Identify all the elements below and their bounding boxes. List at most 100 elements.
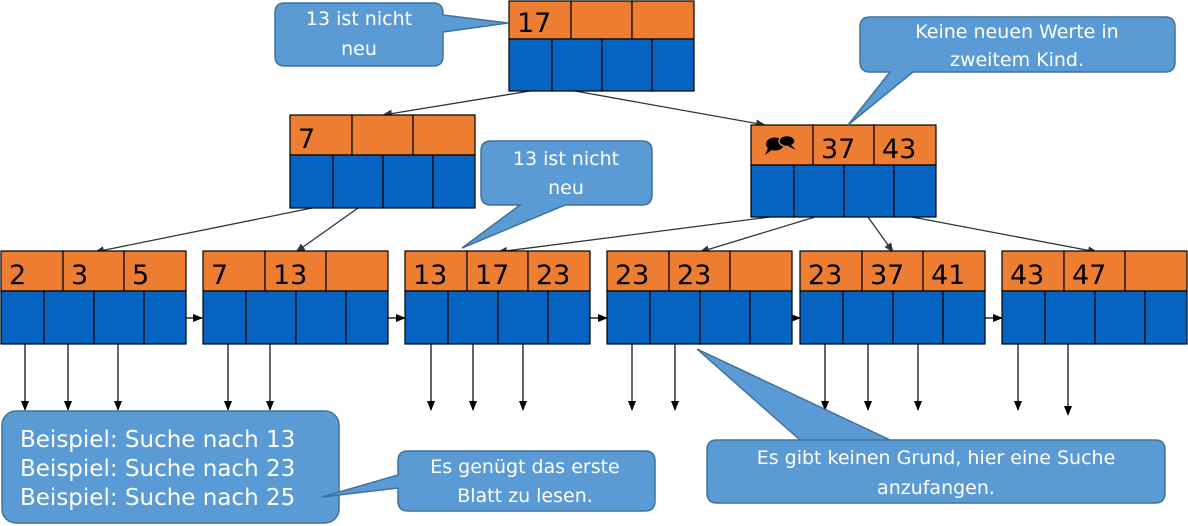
example-line: Beispiel: Suche nach 23 (20, 456, 295, 482)
key-value: 23 (808, 260, 842, 291)
key-value: 2 (9, 260, 26, 291)
key-cell (1063, 250, 1126, 292)
key-cell (404, 250, 468, 292)
leaf-node: 7 13 (202, 250, 389, 345)
leaf-node: 43 47 (1001, 250, 1188, 345)
pointer-cell (893, 164, 937, 218)
pointer-cell (1044, 290, 1096, 345)
callout-middle: 13 ist nicht neu (461, 140, 653, 249)
key-value: 13 (273, 260, 307, 291)
inner-node-left: 7 (289, 114, 476, 209)
key-cell (62, 250, 125, 292)
key-cell (799, 250, 863, 292)
pointer-cell (649, 290, 701, 345)
callout-line: neu (341, 38, 377, 60)
pointer-cell (793, 164, 845, 218)
key-cell (466, 250, 529, 292)
key-value: 23 (536, 260, 570, 291)
key-cell (861, 250, 924, 292)
key-cell (412, 114, 476, 156)
pointer-cell (404, 290, 449, 345)
callout-shape (461, 140, 653, 249)
tree-nodes: 177 37 432 3 5 7 13 13 17 23 23 23 23 37 41 43 47 (0, 0, 1188, 345)
key-cell (922, 250, 986, 292)
key-cell (1124, 250, 1188, 292)
callout-line: anzufangen. (877, 477, 995, 499)
callout-line: 13 ist nicht (513, 148, 619, 170)
pointer-cell (942, 290, 986, 345)
callout-shape (321, 450, 656, 512)
key-value: 7 (298, 124, 315, 155)
key-value: 23 (615, 260, 649, 291)
pointer-cell (508, 38, 553, 92)
key-cell (668, 250, 731, 292)
pointer-cell (843, 164, 895, 218)
key-cell (873, 124, 937, 166)
pointer-cell (345, 290, 389, 345)
pointer-cell (699, 290, 751, 345)
pointer-cell (202, 290, 247, 345)
pointer-cell (1001, 290, 1046, 345)
pointer-cell (750, 164, 795, 218)
pointer-cell (143, 290, 187, 345)
pointer-cell (43, 290, 95, 345)
key-cell (264, 250, 327, 292)
key-cell (351, 114, 414, 156)
callout-first-leaf: Es genügt das erste Blatt zu lesen. (321, 450, 656, 512)
callout-root: 13 ist nicht neu (274, 2, 509, 67)
pointer-cell (245, 290, 297, 345)
example-line: Beispiel: Suche nach 25 (20, 485, 295, 511)
pointer-cell (651, 38, 695, 92)
pointer-cell (799, 290, 844, 345)
callout-line: zweitem Kind. (950, 49, 1084, 71)
root-node: 17 (508, 0, 695, 92)
callout-line: Es genügt das erste (430, 456, 620, 478)
key-cell (631, 0, 695, 40)
callout-line: Keine neuen Werte in (915, 21, 1118, 43)
callout-line: Blatt zu lesen. (457, 485, 593, 507)
key-value: 23 (677, 260, 711, 291)
pointer-cell (447, 290, 499, 345)
callout-shape (847, 16, 1176, 126)
pointer-cell (601, 38, 653, 92)
key-cell (606, 250, 670, 292)
pointer-cell (606, 290, 651, 345)
key-value: 7 (211, 260, 228, 291)
key-value: 41 (931, 260, 965, 291)
edge-left-leaf1 (94, 207, 313, 255)
comment-icon (765, 134, 796, 155)
callout-no-reason: Es gibt keinen Grund, hier eine Suche an… (696, 348, 1166, 504)
key-value: 43 (882, 134, 916, 165)
key-cell (570, 0, 633, 40)
key-cell (508, 0, 572, 40)
edge-right-leaf5 (867, 216, 894, 253)
key-cell (202, 250, 266, 292)
pointer-cell (332, 154, 384, 209)
key-value: 3 (71, 260, 88, 291)
key-value: 37 (870, 260, 904, 291)
key-cell (1001, 250, 1065, 292)
key-value: 37 (821, 134, 855, 165)
key-value: 17 (517, 8, 551, 39)
pointer-cell (289, 154, 334, 209)
pointer-cell (295, 290, 347, 345)
edge-right-leaf3 (497, 216, 771, 255)
edge-right-leaf6 (911, 216, 1098, 255)
pointer-cell (547, 290, 591, 345)
record-pointers (21, 344, 1072, 416)
example-line: Beispiel: Suche nach 13 (20, 427, 295, 453)
pointer-cell (0, 290, 45, 345)
key-value: 17 (475, 260, 509, 291)
edge-root-right (574, 90, 766, 128)
pointer-cell (749, 290, 793, 345)
key-cell (325, 250, 389, 292)
edge-left-leaf2 (295, 207, 359, 253)
edge-root-left (382, 90, 531, 118)
key-value: 13 (413, 260, 447, 291)
leaf-node: 2 3 5 (0, 250, 187, 345)
edge-right-leaf4 (699, 216, 816, 254)
pointer-cell (93, 290, 145, 345)
callout-line: neu (548, 177, 584, 199)
callout-line: 13 ist nicht (306, 8, 412, 30)
